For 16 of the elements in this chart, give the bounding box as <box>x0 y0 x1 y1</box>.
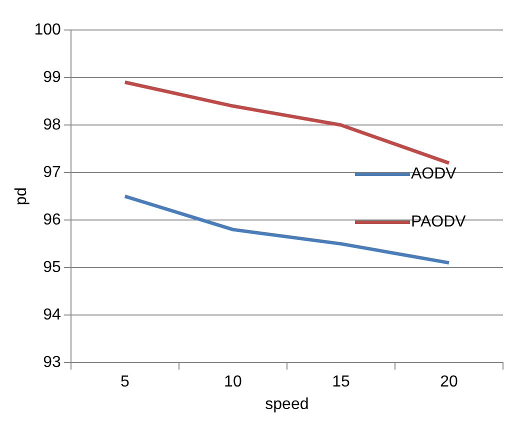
y-tick-label: 93 <box>43 354 61 372</box>
legend-label: PAODV <box>411 214 466 231</box>
y-axis-title: pd <box>13 187 30 206</box>
y-tick-label: 96 <box>43 211 61 228</box>
y-tick-label: 99 <box>43 68 61 86</box>
x-tick-label: 5 <box>120 374 130 391</box>
x-tick-label: 20 <box>440 374 458 391</box>
x-tick-label: 15 <box>332 374 350 391</box>
x-tick-label: 10 <box>224 374 242 391</box>
y-tick-label: 98 <box>43 116 61 134</box>
legend-label: AODV <box>411 166 457 183</box>
y-tick-label: 94 <box>43 306 61 324</box>
y-tick-label: 97 <box>43 164 61 181</box>
y-tick-label: 95 <box>43 258 61 276</box>
x-axis-title: speed <box>265 396 309 413</box>
y-tick-label: 100 <box>34 21 61 38</box>
